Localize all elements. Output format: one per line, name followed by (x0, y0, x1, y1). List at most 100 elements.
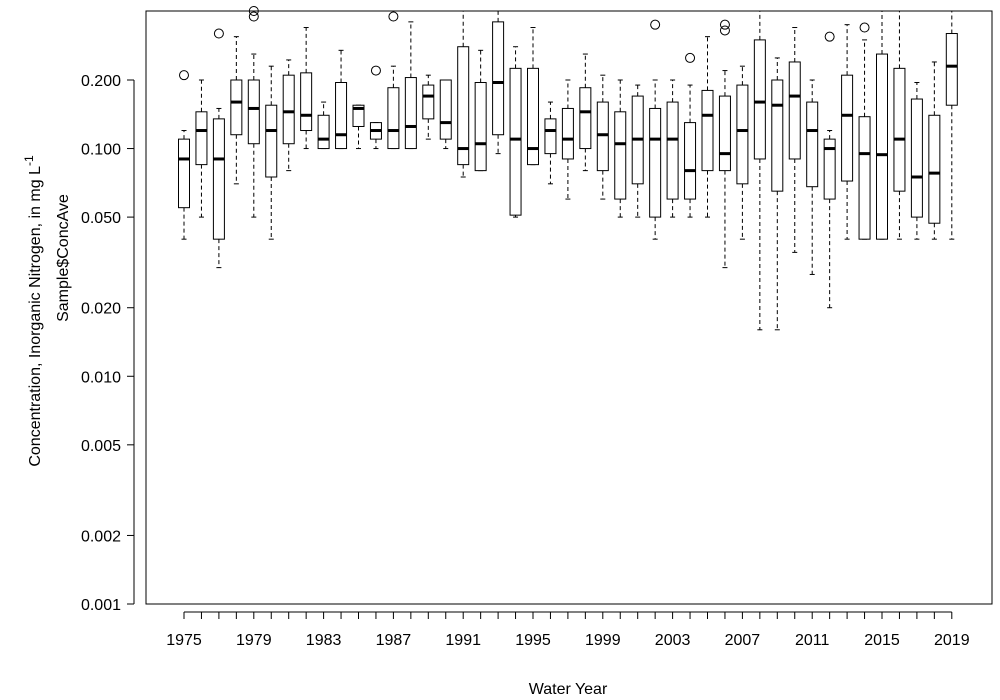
box-iqr (300, 72, 313, 132)
x-axis-label: Water Year (529, 681, 608, 698)
box-iqr (858, 116, 871, 240)
box-1989 (422, 74, 435, 140)
box-iqr (492, 21, 505, 136)
box-iqr (753, 39, 766, 160)
box-1979 (247, 6, 260, 218)
box-iqr (910, 98, 923, 218)
x-tick-label: 1987 (376, 632, 412, 649)
box-iqr (649, 107, 662, 218)
outlier-point (719, 19, 730, 30)
box-iqr (544, 118, 557, 155)
outlier-point (248, 6, 259, 16)
box-2017 (910, 82, 923, 240)
y-tick-label: 0.010 (81, 369, 121, 386)
box-iqr (771, 79, 784, 192)
box-2001 (631, 84, 644, 218)
box-iqr (666, 101, 679, 200)
box-iqr (614, 111, 627, 200)
box-iqr (893, 67, 906, 192)
box-2005 (701, 36, 714, 218)
box-iqr (212, 118, 225, 240)
x-axis: 1975 1979 1983 1987 1991 1995 1999 2003 2007 2011… (166, 611, 970, 649)
x-tick-label: 2011 (795, 632, 830, 649)
x-tick-label: 1991 (445, 632, 481, 649)
box-1994 (509, 46, 522, 218)
box-2010 (788, 27, 801, 253)
box-1992 (474, 49, 487, 172)
y-tick-label: 0.020 (81, 301, 121, 318)
box-2000 (614, 79, 627, 218)
x-tick-label: 1995 (515, 632, 551, 649)
box-iqr (317, 114, 330, 150)
x-tick-label: 1975 (166, 632, 202, 649)
box-2004 (684, 52, 697, 218)
box-iqr (806, 101, 819, 188)
box-iqr (439, 79, 452, 140)
box-iqr (823, 138, 836, 200)
box-2015 (876, 11, 888, 240)
x-tick-label: 1999 (585, 632, 621, 649)
box-1981 (282, 59, 295, 172)
outlier-point (388, 11, 399, 22)
box-iqr (178, 138, 190, 209)
box-1996 (544, 101, 557, 185)
box-iqr (509, 67, 522, 216)
box-2012 (823, 31, 836, 309)
box-iqr (945, 33, 958, 106)
box-2014 (858, 22, 871, 240)
box-iqr (876, 53, 888, 240)
box-1975 (178, 70, 190, 240)
outlier-point (213, 28, 224, 39)
box-iqr (195, 111, 208, 166)
y-tick-label: 0.002 (81, 528, 121, 545)
box-2007 (736, 65, 749, 240)
box-2019 (945, 11, 958, 240)
y-tick-label: 0.100 (81, 142, 121, 159)
box-iqr (841, 74, 854, 182)
box-2002 (649, 19, 662, 240)
box-iqr (387, 87, 400, 150)
box-2018 (928, 61, 941, 240)
y-axis-overlay-label: Sample$ConcAve (55, 194, 72, 322)
outlier-point (650, 19, 661, 30)
box-iqr (422, 84, 435, 120)
box-iqr (457, 46, 470, 166)
box-1988 (404, 21, 417, 150)
y-tick-label: 0.050 (81, 210, 121, 227)
box-2011 (806, 79, 819, 275)
y-tick-label: 0.005 (81, 438, 121, 455)
box-iqr (701, 89, 714, 172)
x-tick-label: 2015 (864, 632, 900, 649)
box-iqr (684, 122, 697, 200)
box-1987 (387, 11, 400, 150)
box-iqr (596, 101, 609, 172)
y-axis-label: Concentration, Inorganic Nitrogen, in mg… (22, 155, 44, 467)
box-iqr (265, 104, 278, 178)
x-tick-label: 2019 (934, 632, 970, 649)
outlier-point (685, 52, 696, 63)
box-iqr (335, 82, 348, 150)
box-iqr (736, 84, 749, 185)
box-1976 (195, 79, 208, 218)
outlier-point (248, 11, 259, 22)
box-1977 (212, 28, 225, 269)
box-1984 (335, 49, 348, 150)
box-1980 (265, 65, 278, 240)
box-1978 (230, 36, 243, 185)
boxes-group (178, 6, 958, 331)
box-1997 (561, 79, 574, 200)
box-1983 (317, 101, 330, 150)
box-1982 (300, 27, 313, 150)
box-iqr (230, 79, 243, 136)
y-tick-label: 0.200 (81, 73, 121, 90)
box-iqr (928, 114, 941, 224)
box-iqr (579, 87, 592, 150)
box-1991 (457, 11, 470, 178)
box-iqr (718, 95, 731, 172)
box-iqr (527, 67, 539, 166)
box-iqr (788, 61, 801, 160)
box-1985 (352, 104, 365, 150)
y-axis: 0.001 0.002 0.005 0.010 0.020 0.050 0.100 0.200 (81, 73, 135, 614)
outlier-point (179, 70, 189, 81)
